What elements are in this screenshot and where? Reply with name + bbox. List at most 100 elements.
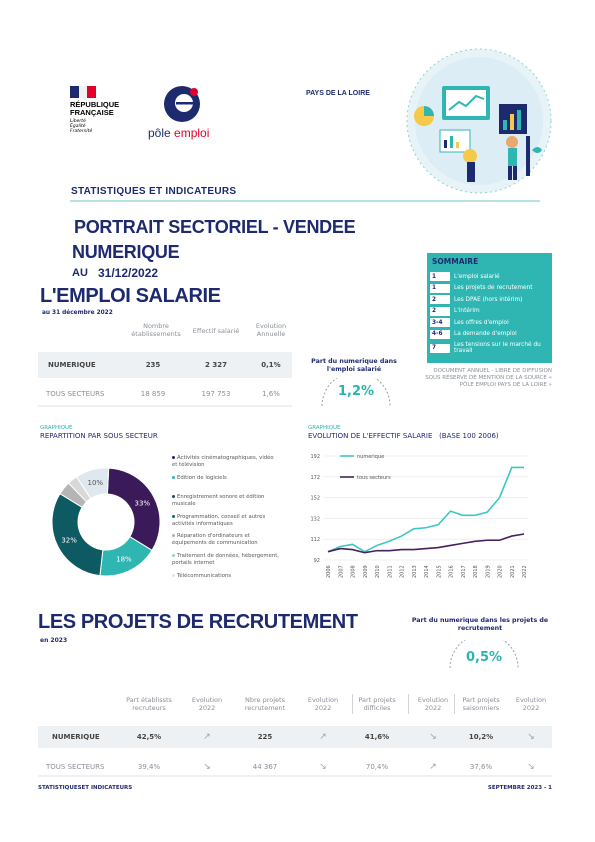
x-tick-label: 2018 xyxy=(473,565,479,578)
recrutement-header: Evolution 2022 xyxy=(307,696,339,712)
y-tick-label: 132 xyxy=(310,516,320,522)
emploi-numerique-effectif: 2 327 xyxy=(205,361,227,369)
sommaire-item[interactable]: 2 Les DPAE (hors intérim) xyxy=(430,294,549,306)
donut-slice-label: 10% xyxy=(88,479,104,487)
donut-chart: 33% 18% 32% 10% xyxy=(51,467,161,577)
y-tick-label: 152 xyxy=(310,496,320,502)
sommaire-item[interactable]: 1 Les projets de recrutement xyxy=(430,283,549,295)
sommaire-item-page: 2 xyxy=(430,306,450,316)
pole-emploi-logo: pôle emploi xyxy=(148,84,218,140)
sommaire-item-label: Les DPAE (hors intérim) xyxy=(454,296,523,303)
donut-legend-item: Enregistrement sonore et édition musical… xyxy=(172,494,280,507)
sommaire-item[interactable]: 7 Les tensions sur le marché du travail xyxy=(430,340,549,356)
x-tick-label: 2010 xyxy=(375,565,381,578)
page-title: PORTRAIT SECTORIEL - VENDEE xyxy=(74,217,356,237)
legend-swatch-icon xyxy=(172,515,175,518)
notice-line-2: SOUS RÉSERVE DE MENTION DE LA SOURCE « xyxy=(425,375,552,381)
recrutement-share-label: Part du numerique dans les projets de re… xyxy=(411,617,549,632)
emploi-tous-secteurs-label: TOUS SECTEURS xyxy=(46,390,105,398)
banner-underline xyxy=(70,200,540,202)
emploi-share-gauge xyxy=(321,378,391,407)
emploi-share-label: Part du numerique dans l'emploi salarié xyxy=(311,358,397,373)
legend-swatch-icon xyxy=(172,476,175,479)
donut-legend-label: Télécommunications xyxy=(177,573,232,579)
sommaire-item-page: 1 xyxy=(430,272,450,282)
x-tick-label: 2022 xyxy=(522,565,528,578)
recrutement-value: 37,6% xyxy=(469,763,493,771)
recrutement-share-gauge xyxy=(449,640,519,669)
banner-title: STATISTIQUES ET INDICATEURS xyxy=(71,186,237,197)
series-line-tous-secteurs xyxy=(327,533,525,554)
emploi-numerique-evolution: 0,1% xyxy=(261,361,281,369)
donut-legend-label: Réparation d'ordinateurs et équipements … xyxy=(172,533,258,546)
footer-right: SEPTEMBRE 2023 - 1 xyxy=(487,785,552,791)
legend-swatch-icon xyxy=(172,574,175,577)
y-tick-label: 92 xyxy=(314,558,320,564)
emploi-section-subtitle: au 31 décembre 2022 xyxy=(42,310,113,316)
trend-arrow-icon: ↘ xyxy=(319,762,327,772)
donut-legend-item: Réparation d'ordinateurs et équipements … xyxy=(172,533,280,546)
recrutement-header: Part projets saisonniers xyxy=(462,696,500,712)
x-tick-label: 2017 xyxy=(461,565,467,578)
date-prefix: AU xyxy=(72,267,88,279)
recrutement-value: 44 367 xyxy=(252,763,278,771)
x-tick-label: 2015 xyxy=(436,565,442,578)
series-line-numerique xyxy=(327,466,524,553)
x-tick-label: 2019 xyxy=(485,565,491,578)
pole-emploi-icon xyxy=(164,86,200,122)
page-subtitle-sector: NUMERIQUE xyxy=(72,242,180,262)
legend-swatch-icon xyxy=(172,456,175,459)
sommaire-item-label: La demande d'emploi xyxy=(454,331,517,338)
recrutement-header: Part établissts recruteurs xyxy=(126,696,172,712)
trend-arrow-icon: ↗ xyxy=(429,762,437,772)
x-tick-label: 2013 xyxy=(412,565,418,578)
legend-series-label: tous secteurs xyxy=(357,475,391,481)
recrutement-value: 41,6% xyxy=(364,733,390,741)
donut-legend-item: Programmation, conseil et autres activit… xyxy=(172,514,280,527)
legend-swatch-icon xyxy=(172,534,175,537)
donut-legend-item: Télécommunications xyxy=(172,573,280,580)
y-tick-label: 192 xyxy=(310,454,320,460)
sommaire-item[interactable]: 2 L'intérim xyxy=(430,306,549,318)
sommaire-item[interactable]: 3-4 Les offres d'emploi xyxy=(430,317,549,329)
recrutement-header: Nbre projets recrutement xyxy=(244,696,286,712)
emploi-tous-etablissements: 18 859 xyxy=(140,390,166,398)
rf-motto-1: Liberté xyxy=(70,119,86,124)
column-divider xyxy=(454,694,455,714)
x-tick-label: 2016 xyxy=(449,565,455,578)
recrutement-value: 225 xyxy=(257,733,273,741)
donut-legend-label: Edition de logiciels xyxy=(177,475,227,481)
x-tick-label: 2008 xyxy=(351,565,357,578)
region-label: PAYS DE LA LOIRE xyxy=(306,90,370,97)
legend-swatch-icon xyxy=(172,554,175,557)
emploi-row-numerique xyxy=(38,352,292,378)
trend-arrow-icon: ↗ xyxy=(319,732,327,742)
sommaire-item-page: 2 xyxy=(430,295,450,305)
sommaire-item[interactable]: 4-6 La demande d'emploi xyxy=(430,329,549,341)
donut-slice xyxy=(106,467,161,552)
x-tick-label: 2006 xyxy=(326,565,332,578)
sommaire-item[interactable]: 1 L'emploi salarié xyxy=(430,271,549,283)
emploi-numerique-label: NUMERIQUE xyxy=(48,361,96,369)
line-subtitle-text: (BASE 100 2006) xyxy=(439,432,499,440)
rf-title-1: RÉPUBLIQUE xyxy=(70,100,120,109)
recrutement-value: 39,4% xyxy=(137,763,161,771)
x-tick-label: 2020 xyxy=(498,565,504,578)
sommaire-title: SOMMAIRE xyxy=(432,257,479,266)
rf-motto-3: Fraternité xyxy=(70,129,93,134)
rf-motto-2: Égalité xyxy=(70,124,86,129)
y-tick-label: 112 xyxy=(310,537,320,543)
sommaire-item-label: Les tensions sur le marché du travail xyxy=(454,341,541,355)
recrutement-value: 70,4% xyxy=(365,763,389,771)
sommaire-item-label: Les offres d'emploi xyxy=(454,319,509,326)
line-chart: 92 112 132 152 172 192 2006 2007 2008 2009 2010 201… xyxy=(310,454,528,578)
recrutement-header: Evolution 2022 xyxy=(417,696,449,712)
donut-legend-label: Programmation, conseil et autres activit… xyxy=(172,514,266,527)
diffusion-notice: DOCUMENT ANNUEL - LIBRE DE DIFFUSION SOU… xyxy=(380,368,552,389)
donut-legend-label: Activités cinématographiques, vidéo et t… xyxy=(172,455,274,468)
sommaire-item-label: L'emploi salarié xyxy=(454,273,500,280)
donut-tag: GRAPHIQUE xyxy=(40,425,73,431)
x-tick-label: 2007 xyxy=(338,565,344,578)
emploi-header-evolution: Evolution Annuelle xyxy=(255,322,287,338)
recrutement-value: 10,2% xyxy=(468,733,494,741)
